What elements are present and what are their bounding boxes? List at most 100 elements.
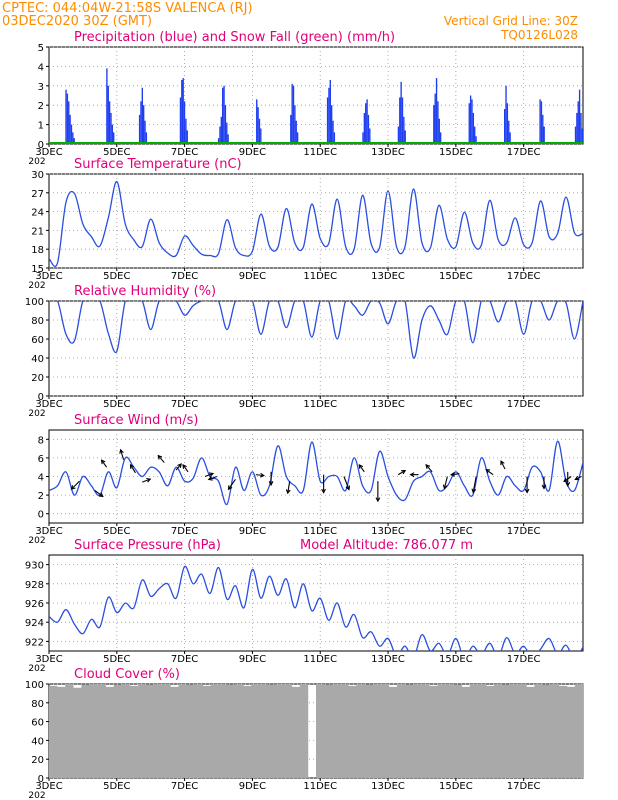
precip-bar — [182, 78, 184, 144]
wind-title: Surface Wind (m/s) — [74, 413, 198, 428]
wind-arrow — [157, 455, 165, 463]
cloud-bar — [154, 684, 163, 778]
cloud-bar — [218, 684, 228, 778]
precip-bar — [294, 105, 296, 144]
precip-bar — [70, 124, 73, 144]
cloud-bar — [477, 684, 487, 778]
precip-bar — [260, 128, 262, 144]
precip-xtick-label: 5DEC — [103, 147, 130, 158]
cloud-xtick-label: 15DEC — [439, 781, 473, 792]
precip-bar — [179, 97, 182, 144]
precip-bar — [181, 79, 183, 144]
precip-ytick-label: 5 — [38, 43, 44, 54]
pressure-line — [49, 565, 583, 651]
cloud-bar — [453, 684, 462, 778]
wind-arrow-head — [345, 485, 351, 491]
cloud-bar — [405, 684, 414, 778]
precip-bar — [219, 126, 221, 144]
wind-arrow-head — [227, 485, 233, 491]
precip-frame — [48, 46, 584, 145]
wind-arrow — [397, 470, 406, 476]
precip-bar — [471, 99, 473, 144]
cloud-ytick-label: 20 — [31, 755, 44, 766]
precip-bar — [332, 120, 334, 144]
cloud-bar — [267, 684, 276, 778]
wind-arrow — [443, 476, 448, 489]
precip-bar — [256, 99, 258, 144]
temperature-frame — [48, 173, 584, 269]
cloud-ytick-label: 40 — [31, 736, 44, 747]
precip-bar — [220, 116, 223, 144]
wind-ytick-label: 2 — [38, 491, 44, 502]
wind-arrow-head — [129, 463, 135, 469]
wind-arrow-head — [100, 459, 106, 465]
cloud-bar — [574, 684, 584, 778]
wind-arrow — [182, 464, 189, 473]
precip-bar — [183, 101, 186, 144]
cloud-bar — [178, 684, 187, 778]
wind-arrow — [425, 464, 433, 473]
wind-arrow-head — [119, 448, 124, 454]
precip-ytick-label: 2 — [38, 101, 44, 112]
precip-bar — [401, 97, 404, 144]
precip-bar — [403, 116, 405, 144]
precip-bar — [227, 134, 229, 144]
wind-arrow-head — [146, 477, 152, 483]
cloud-bar — [413, 684, 422, 778]
pressure-annotation: Model Altitude: 786.077 m — [300, 538, 473, 553]
temperature-ytick-label: 15 — [31, 264, 44, 275]
precip-bar — [404, 130, 406, 144]
cloud-bar — [235, 684, 244, 778]
humidity-ytick-label: 40 — [31, 354, 44, 365]
wind-ytick-label: 6 — [38, 454, 44, 465]
cloud-bar — [105, 686, 115, 778]
precip-xtick-label: 15DEC — [439, 147, 473, 158]
cloud-bar — [485, 685, 495, 778]
cloud-bar — [526, 686, 535, 778]
wind-arrow-head — [471, 488, 477, 494]
wind-xtick-label: 17DEC — [507, 526, 541, 537]
precip-bar — [576, 112, 578, 144]
precip-bar — [333, 132, 336, 144]
precip-bar — [508, 120, 510, 144]
precip-title: Precipitation (blue) and Snow Fall (gree… — [74, 30, 395, 45]
cloud-bar — [283, 684, 293, 778]
pressure-x-start-label: 202 — [28, 664, 45, 674]
wind-arrow — [120, 449, 125, 460]
cloud-ytick-label: 60 — [31, 718, 44, 729]
cloud-title: Cloud Cover (%) — [74, 667, 180, 682]
cloud-xtick-label: 9DEC — [239, 781, 266, 792]
cloud-bar — [566, 686, 576, 778]
precip-bar — [363, 112, 366, 144]
humidity-title: Relative Humidity (%) — [74, 284, 216, 299]
cloud-bar — [227, 684, 236, 778]
cloud-bar — [243, 685, 252, 778]
wind-arrow — [228, 478, 236, 490]
pressure-xtick-label: 11DEC — [303, 654, 337, 665]
wind-arrow-head — [500, 460, 505, 466]
precip-bar — [542, 114, 544, 144]
precip-bar — [366, 99, 368, 144]
cloud-xtick-label: 3DEC — [35, 781, 62, 792]
wind-arrow-head — [565, 482, 571, 488]
precip-bar — [581, 128, 583, 144]
wind-arrow — [142, 478, 151, 483]
humidity-ytick-label: 20 — [31, 373, 44, 384]
temperature-line — [49, 180, 583, 268]
wind-arrow-head — [208, 472, 215, 477]
pressure-ytick-label: 922 — [25, 637, 44, 648]
precip-bar — [503, 109, 506, 144]
cloud-bar — [73, 687, 82, 778]
precip-bar — [435, 78, 438, 144]
pressure-ytick-label: 930 — [25, 561, 44, 572]
temperature-ytick-label: 30 — [31, 170, 44, 181]
precip-bar — [224, 105, 227, 144]
cloud-bar — [259, 684, 268, 778]
precip-bar — [140, 101, 142, 144]
precip-bar — [142, 105, 145, 144]
temperature-ytick-label: 21 — [31, 226, 44, 237]
wind-arrow — [287, 481, 291, 494]
precip-xtick-label: 9DEC — [239, 147, 266, 158]
wind-arrow — [500, 460, 506, 470]
